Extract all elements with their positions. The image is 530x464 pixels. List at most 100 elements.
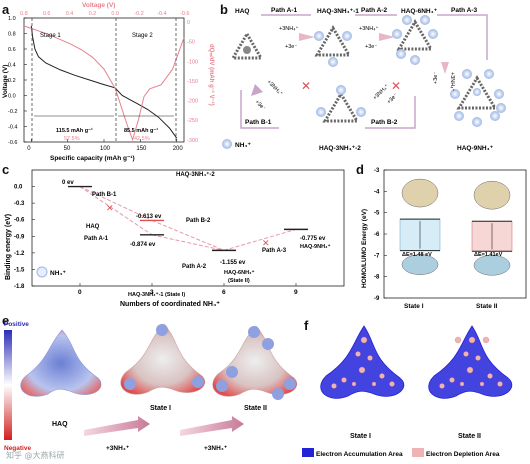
c-path-b2: Path B-2 bbox=[186, 218, 211, 224]
panel-b-diagram: ✕ ✕ HAQ HAQ-3NH₄⁺-1 HAQ-6NH₄⁺ HAQ-3NH₄⁺-… bbox=[222, 7, 506, 152]
haq-3nh4-1-molecule bbox=[314, 25, 352, 67]
a-xtick: 0 bbox=[27, 146, 31, 152]
a-ytick: 0.8 bbox=[8, 32, 16, 38]
d-ytick: -8 bbox=[374, 275, 380, 281]
d-ytick: -4 bbox=[374, 189, 380, 195]
label-haq6: HAQ-6NH₄⁺ bbox=[401, 8, 438, 15]
c-path-a1-line bbox=[79, 186, 153, 236]
c-ytick: 0.0 bbox=[14, 185, 23, 191]
esp-color-bar bbox=[4, 330, 12, 440]
a-ytick: 0.0 bbox=[8, 94, 16, 100]
accumulation-swatch bbox=[302, 448, 314, 457]
label-path-a3: Path A-3 bbox=[451, 7, 478, 14]
a-ytick: 0.2 bbox=[8, 78, 16, 84]
a-x2tick: 0.0 bbox=[111, 11, 119, 17]
d-ytick: -7 bbox=[374, 253, 380, 259]
panel-d-chart: -3 -4 -5 -6 -7 -8 -9 HOMO/LUMO Energy (eV) ΔE=… bbox=[361, 168, 527, 310]
stage2-label: Stage 2 bbox=[132, 33, 153, 39]
arrow-a2 bbox=[379, 33, 395, 41]
c-path-a2: Path A-2 bbox=[182, 264, 207, 270]
left-axis-title: Voltage (V) bbox=[2, 65, 9, 98]
label-haq: HAQ bbox=[235, 8, 249, 15]
panel-c-frame bbox=[31, 169, 345, 287]
voltage-curve bbox=[30, 25, 178, 139]
accumulation-label: Electron Accumulation Area bbox=[316, 451, 403, 458]
c-path-b1: Path B-1 bbox=[92, 192, 117, 198]
c-label-haq6: HAQ-6NH₄⁺ bbox=[224, 269, 255, 276]
label-plus3e-b2: +3e⁻ bbox=[386, 92, 399, 105]
top-axis-title: Voltage (V) bbox=[82, 2, 115, 9]
a-y2tick: -150 bbox=[187, 79, 198, 85]
label-plus3e-a1: +3e⁻ bbox=[285, 44, 297, 50]
label-haq3-1: HAQ-3NH₄⁺-1 bbox=[317, 8, 359, 15]
d-state-2: State II bbox=[476, 303, 498, 310]
c-label-state2: (State II) bbox=[228, 278, 250, 284]
cdd-state2-label: State II bbox=[458, 433, 481, 440]
a-y2tick: -300 bbox=[187, 138, 198, 144]
d-y-title: HOMO/LUMO Energy (eV) bbox=[361, 209, 368, 288]
label-plus3e-a3: +3e⁻ bbox=[433, 72, 439, 84]
haq-9nh4-molecule bbox=[450, 69, 506, 127]
a-x2tick: -0.6 bbox=[180, 11, 189, 17]
a-ytick: -0.2 bbox=[8, 109, 17, 115]
esp-state2-label: State II bbox=[244, 405, 267, 412]
label-haq9: HAQ-9NH₄⁺ bbox=[457, 145, 494, 152]
bottom-axis-title: Specific capacity (mAh g⁻¹) bbox=[50, 155, 135, 162]
esp-haq-label: HAQ bbox=[52, 421, 68, 428]
c-path-b2-line bbox=[151, 219, 225, 251]
a-y2tick: -250 bbox=[187, 118, 198, 124]
cross-mark-b1: ✕ bbox=[301, 79, 311, 93]
a-ytick: 1.0 bbox=[8, 16, 16, 22]
a-y2tick: -50 bbox=[187, 40, 195, 46]
panel-e-diagram: Positive Negative HAQ State I State II +… bbox=[4, 321, 297, 452]
c-ytick: -1.2 bbox=[14, 251, 25, 257]
c-path-a3-line bbox=[223, 228, 297, 251]
panel-label-e: e bbox=[2, 313, 10, 328]
c-xtick: 9 bbox=[294, 289, 298, 296]
a-x2tick: -0.4 bbox=[157, 11, 166, 17]
a-xtick: 200 bbox=[173, 146, 184, 152]
a-x2tick: -0.2 bbox=[134, 11, 143, 17]
c-x-title: Numbers of coordinated NH₄⁺ bbox=[120, 301, 220, 308]
d-homo-orbital bbox=[401, 254, 439, 275]
esp-arrow-1 bbox=[84, 416, 150, 436]
c-energy-a1: -0.874 ev bbox=[130, 242, 156, 248]
c-path-a1: Path A-1 bbox=[84, 236, 109, 242]
haq-6nh4-molecule bbox=[392, 15, 438, 65]
a-xtick: 50 bbox=[64, 146, 71, 152]
depletion-swatch bbox=[412, 448, 424, 457]
d-gap-2: ΔE=1.41eV bbox=[474, 252, 503, 258]
c-path-b1-line bbox=[79, 186, 153, 221]
c-nh4-legend-icon bbox=[36, 266, 48, 278]
capacity-2-label: 85.5 mAh g⁻¹ bbox=[124, 127, 158, 134]
c-label-haq9: HAQ-9NH₄⁺ bbox=[300, 243, 331, 250]
arrow-down-a3 bbox=[441, 62, 449, 74]
panel-label-c: c bbox=[2, 162, 10, 177]
c-nh4-legend-label: NH₄⁺ bbox=[50, 270, 66, 277]
nh4-legend-icon bbox=[222, 139, 232, 149]
c-label-haq: HAQ bbox=[86, 224, 100, 230]
percent-2-label: 42.5% bbox=[134, 136, 150, 142]
c-xtick: 3 bbox=[150, 289, 154, 296]
panel-label-a: a bbox=[2, 2, 10, 17]
c-cross-b1: ✕ bbox=[106, 203, 114, 213]
a-x2tick: 0.4 bbox=[66, 11, 74, 17]
panel-f-diagram: State I State II Electron Accumulation A… bbox=[302, 325, 513, 458]
c-ytick: -1.5 bbox=[14, 267, 25, 273]
esp-haq-surface bbox=[20, 329, 102, 397]
c-path-a2-line bbox=[151, 234, 225, 251]
c-energy-b1: -0.613 ev bbox=[136, 214, 162, 220]
panel-c-chart: 0 3 6 9 0.0 -0.3 -0.6 -0.9 -1.2 -1.5 -1.8 Binding … bbox=[5, 169, 345, 308]
label-plus3nh4-a3: +3NH₄⁺ bbox=[449, 72, 456, 91]
d-ytick: -3 bbox=[374, 168, 380, 174]
cdd-state2-map bbox=[428, 325, 513, 399]
label-path-b1: Path B-1 bbox=[245, 119, 272, 126]
stage1-label: Stage 1 bbox=[40, 33, 61, 39]
path-b2-line bbox=[365, 96, 416, 129]
d-lumo-orbital bbox=[401, 178, 439, 208]
label-haq3-2: HAQ-3NH₄⁺-2 bbox=[319, 145, 361, 152]
esp-negative-label: Negative bbox=[4, 445, 31, 452]
a-y2tick: -200 bbox=[187, 99, 198, 105]
capacity-1-label: 115.5 mAh g⁻¹ bbox=[56, 127, 93, 134]
cdd-state1-label: State I bbox=[350, 433, 371, 440]
